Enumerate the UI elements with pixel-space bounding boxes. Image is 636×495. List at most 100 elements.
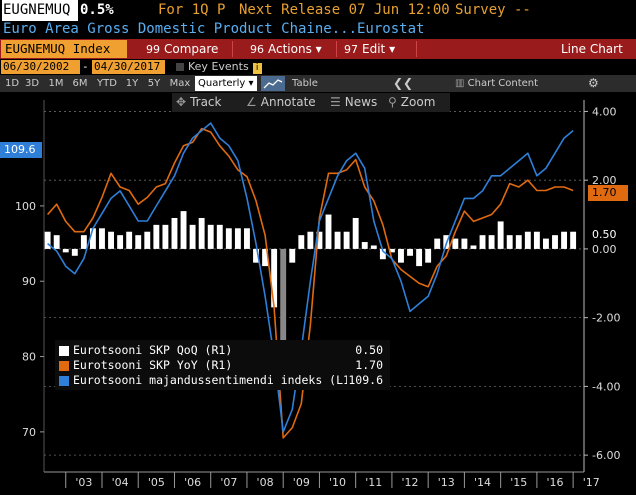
track-button[interactable]: ✥ Track <box>176 93 221 112</box>
table-button[interactable]: Table <box>292 78 318 89</box>
key-events-label: Key Events <box>188 60 249 73</box>
qoq-bar <box>135 235 142 249</box>
actions-button[interactable]: 96 Actions ▾ <box>250 39 322 59</box>
legend-entry-esi[interactable]: Eurotsooni majandussentimendi indeks (L1… <box>59 372 387 388</box>
zoom-button[interactable]: ⚲ Zoom <box>388 93 435 112</box>
period-1d[interactable]: 1D <box>4 78 20 89</box>
security-input[interactable]: EUGNEMUQ Index <box>1 40 127 58</box>
right-tick-label: 0.00 <box>592 243 617 256</box>
chart-content-icon: ▥ <box>455 78 468 89</box>
qoq-bar <box>162 224 169 249</box>
x-tick-label: '04 <box>112 476 129 489</box>
x-tick-label: '06 <box>184 476 201 489</box>
menu-divider <box>232 41 233 57</box>
news-button[interactable]: ☰ News <box>330 93 377 112</box>
security-description: Euro Area Gross Domestic Product Chaine.… <box>3 21 425 37</box>
right-tick-label: -2.00 <box>592 312 620 325</box>
qoq-bar <box>80 235 87 249</box>
qoq-bar <box>289 248 296 263</box>
chart-content-label: Chart Content <box>467 78 539 89</box>
qoq-bar <box>416 248 423 267</box>
period-3d[interactable]: 3D <box>24 78 40 89</box>
annotate-button[interactable]: ∠ Annotate <box>246 93 316 112</box>
compare-shortcut: 99 <box>146 43 160 56</box>
key-events-toggle[interactable]: Key Events i <box>176 59 262 75</box>
period-1m[interactable]: 1M <box>48 78 64 89</box>
double-chevron-left-icon[interactable]: ❮❮ <box>393 76 414 90</box>
compare-label: Compare <box>164 42 219 56</box>
period-1y[interactable]: 1Y <box>125 78 139 89</box>
chart-area[interactable]: 4.00 2.00 0.00 -2.00 -4.00 -6.00 70 80 90 100 '03 '… <box>0 92 636 495</box>
x-tick-label: '12 <box>402 476 419 489</box>
qoq-bar <box>180 211 187 249</box>
period-ytd[interactable]: YTD <box>97 78 117 89</box>
qoq-bar <box>497 221 504 249</box>
x-tick-label: '05 <box>148 476 165 489</box>
frequency-select[interactable]: Quarterly ▾ <box>195 76 257 91</box>
qoq-bar <box>117 235 124 249</box>
chart-content-button[interactable]: ▥ Chart Content <box>455 75 538 92</box>
qoq-bar <box>407 248 413 256</box>
qoq-bar <box>543 238 549 249</box>
menu-divider <box>416 41 417 57</box>
esi-line <box>47 122 574 433</box>
legend-label: Eurotsooni SKP QoQ (R1) <box>73 343 233 357</box>
qoq-bar <box>244 228 250 249</box>
legend-label: Eurotsooni majandussentimendi indeks (L1… <box>73 373 347 387</box>
period-6m[interactable]: 6M <box>72 78 88 89</box>
legend-label: Eurotsooni SKP YoY (R1) <box>73 358 233 372</box>
left-tick-label: 90 <box>22 275 36 288</box>
for-period: For 1Q P <box>158 2 226 18</box>
qoq-bar <box>298 235 305 249</box>
actions-label: Actions <box>268 42 312 56</box>
compare-button[interactable]: 99 Compare <box>146 39 218 59</box>
qoq-bar <box>425 248 432 263</box>
frequency-value: Quarterly <box>198 78 246 89</box>
qoq-bar <box>53 235 60 249</box>
edit-button[interactable]: 97 Edit ▾ <box>344 39 395 59</box>
change-value: 0.5% <box>80 2 114 18</box>
qoq-bar <box>461 238 468 249</box>
period-max[interactable]: Max <box>169 78 191 89</box>
right-tick-label: -4.00 <box>592 380 620 393</box>
yoy-line <box>47 127 574 439</box>
right-tick-label: 2.00 <box>592 174 617 187</box>
chart-plot[interactable]: 4.00 2.00 0.00 -2.00 -4.00 -6.00 70 80 90 100 '03 '… <box>0 92 636 495</box>
qoq-bar <box>253 248 259 263</box>
qoq-bar <box>570 231 577 249</box>
qoq-bar <box>524 231 531 249</box>
ticker-field[interactable]: EUGNEMUQ <box>2 0 78 21</box>
legend-swatch <box>59 346 69 356</box>
legend-entry-qoq[interactable]: Eurotsooni SKP QoQ (R1) 0.50 <box>59 342 387 358</box>
qoq-bar <box>552 235 558 249</box>
qoq-bar <box>89 228 96 249</box>
legend-swatch <box>59 376 69 386</box>
line-chart-button[interactable]: Line Chart <box>561 42 623 56</box>
x-tick-label: '16 <box>546 476 563 489</box>
qoq-bar <box>99 228 105 249</box>
crosshair-icon: ✥ <box>176 95 187 109</box>
left-tick-label: 80 <box>22 351 36 364</box>
menu-divider <box>336 41 337 57</box>
qoq-bar <box>398 248 404 263</box>
end-date-input[interactable]: 04/30/2017 <box>92 60 165 74</box>
qoq-bar <box>262 248 269 267</box>
annotate-label: Annotate <box>260 95 316 109</box>
start-date-input[interactable]: 06/30/2002 <box>1 60 80 74</box>
info-icon[interactable]: i <box>252 63 262 74</box>
gear-icon[interactable]: ⚙ <box>588 76 599 90</box>
right-tick-label: -6.00 <box>592 449 620 462</box>
actions-shortcut: 96 <box>250 43 264 56</box>
qoq-bar <box>343 231 350 249</box>
qoq-bar <box>207 224 214 249</box>
qoq-bar <box>452 238 459 249</box>
line-chart-icon[interactable] <box>261 76 285 91</box>
pencil-icon: ∠ <box>246 95 257 109</box>
period-5y[interactable]: 5Y <box>147 78 161 89</box>
qoq-bar <box>198 217 205 249</box>
qoq-bar <box>488 235 495 249</box>
search-icon: ⚲ <box>388 95 397 109</box>
x-tick-label: '15 <box>510 476 527 489</box>
legend-entry-yoy[interactable]: Eurotsooni SKP YoY (R1) 1.70 <box>59 357 387 373</box>
qoq-bar <box>144 231 151 249</box>
